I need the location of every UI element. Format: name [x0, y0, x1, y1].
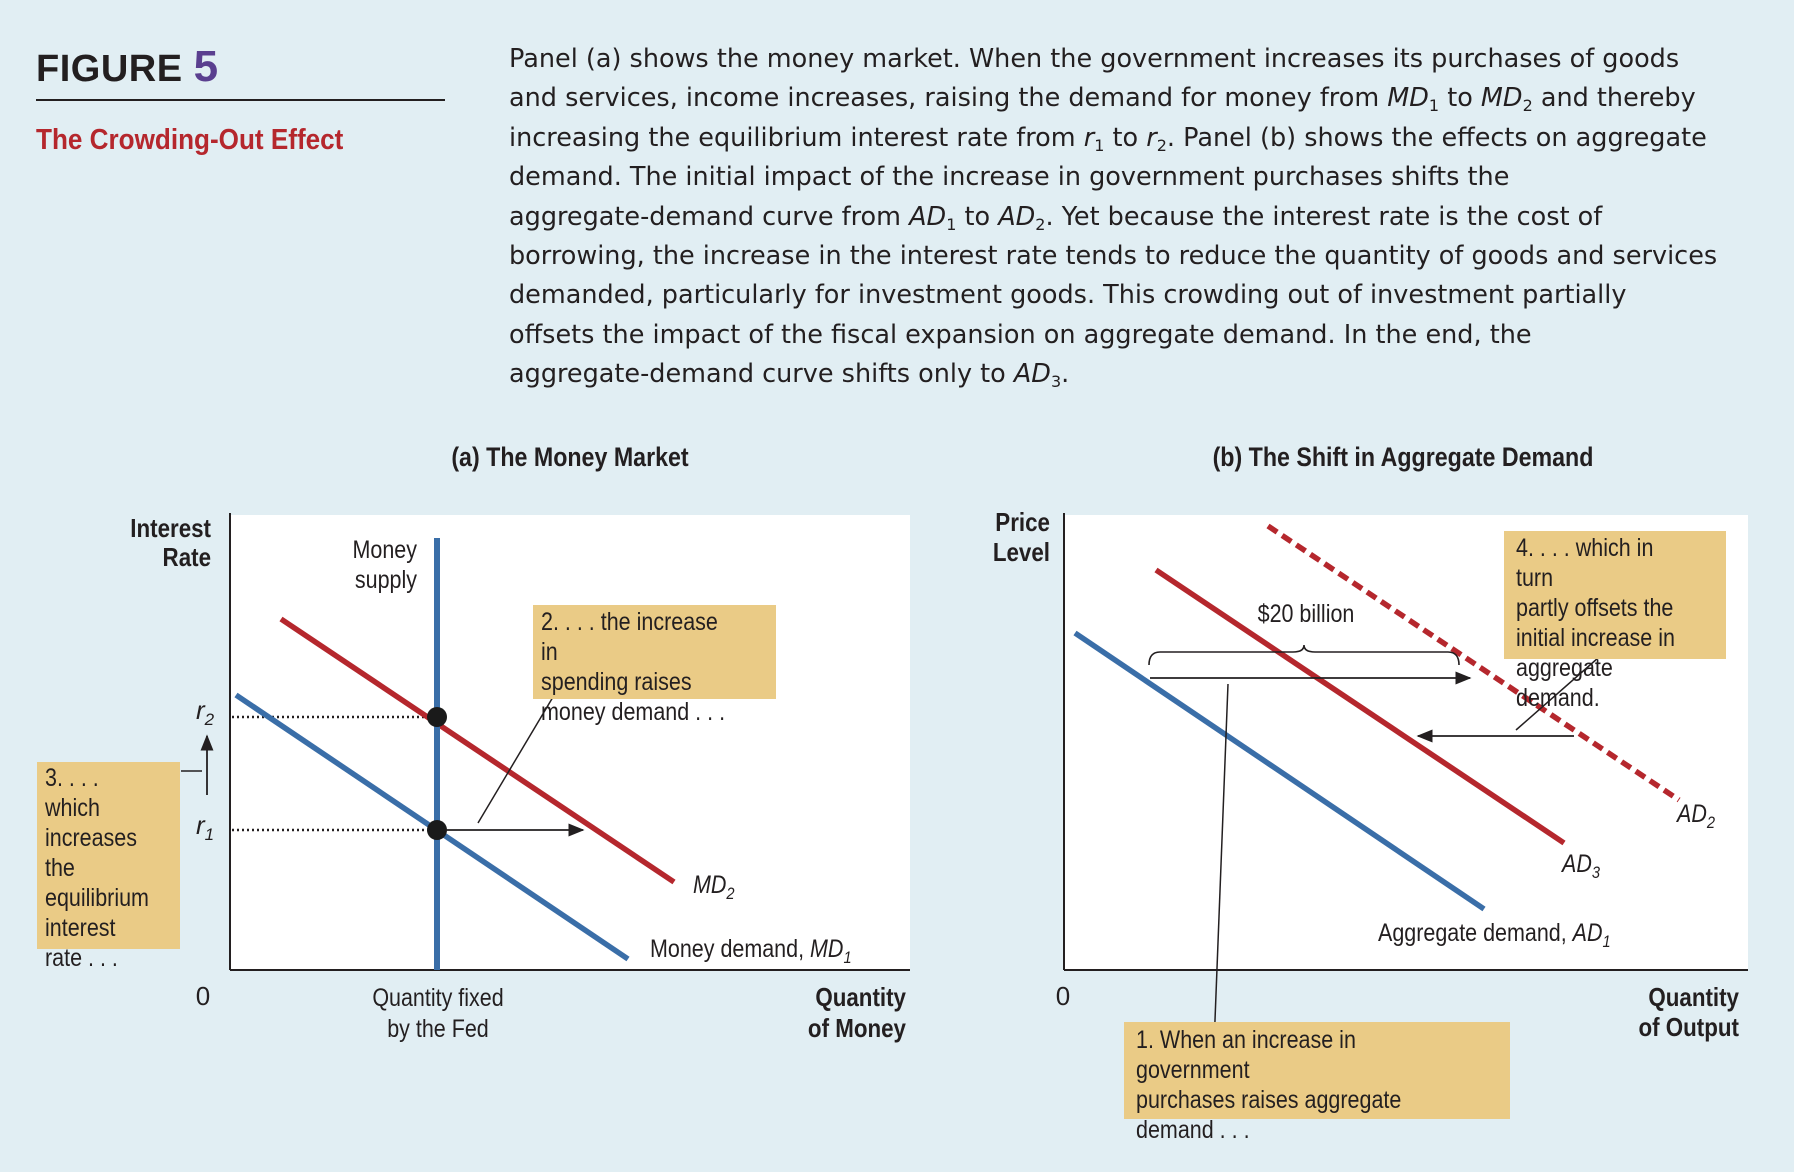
- note-4-box: 4. . . . which in turn partly offsets th…: [1504, 531, 1726, 712]
- caption-text: demanded, particularly for investment go…: [509, 280, 1627, 311]
- panel-a-y-label-line1: Interest: [130, 514, 211, 543]
- caption-symbol: r: [1146, 122, 1157, 153]
- note-2-leader: [477, 696, 554, 824]
- caption-text: . Yet because the interest rate is the c…: [1045, 201, 1603, 232]
- caption-text: to: [956, 201, 999, 232]
- note-4-leader: [1515, 657, 1599, 731]
- note-1-leader: [1213, 683, 1229, 1047]
- caption-subscript: 2: [1035, 214, 1046, 234]
- ad2-curve: [1266, 523, 1681, 803]
- panel-a-x-label-line1: Quantity: [815, 983, 906, 1012]
- caption-symbol: r: [1083, 122, 1095, 153]
- caption-text: aggregate-demand curve shifts only to: [509, 359, 1014, 390]
- figure-number: 5: [193, 42, 219, 91]
- caption-subscript: 2: [1156, 135, 1167, 155]
- brace-label: $20 billion: [1258, 599, 1355, 627]
- panel-b-x-label-line2: of Output: [1638, 1013, 1739, 1042]
- caption-line: Panel (a) shows the money market. When t…: [509, 40, 1779, 79]
- brace-bracket: [1148, 644, 1460, 666]
- ad1-curve: [1073, 630, 1486, 912]
- panel-b-y-label-line2: Level: [993, 538, 1050, 567]
- money-supply-label-line2: supply: [355, 565, 417, 593]
- caption-text: and thereby: [1532, 83, 1696, 114]
- caption-subscript: 3: [1050, 372, 1062, 392]
- caption-text: increasing the equilibrium interest rate…: [509, 122, 1084, 153]
- panel-b-y-label-line1: Price: [995, 508, 1050, 537]
- figure-label-text: FIGURE: [36, 48, 183, 90]
- ad3-curve: [1154, 567, 1566, 846]
- panel-a-y-label-line2: Rate: [163, 543, 211, 572]
- ad2-label: AD2: [1675, 799, 1715, 832]
- note-4-text: 4. . . . which in turn partly offsets th…: [1516, 534, 1675, 712]
- md2-label: MD2: [693, 870, 735, 903]
- caption-symbol: MD: [1480, 83, 1523, 114]
- caption-symbol: AD: [909, 201, 947, 232]
- r1-label: r1: [196, 810, 214, 844]
- panel-b-title: (b) The Shift in Aggregate Demand: [1213, 442, 1594, 472]
- figure-subtitle: The Crowding-Out Effect: [36, 124, 344, 156]
- panel-b-origin: 0: [1056, 981, 1070, 1011]
- caption-symbol: AD: [998, 201, 1036, 232]
- caption-text: to: [1439, 83, 1481, 114]
- caption-line: demand. The initial impact of the increa…: [509, 158, 1779, 197]
- panel-b-x-label-line1: Quantity: [1648, 983, 1739, 1012]
- caption-symbol: MD: [1387, 83, 1429, 114]
- caption-line: and services, income increases, raising …: [509, 79, 1779, 118]
- caption-line: aggregate-demand curve from AD1 to AD2. …: [509, 198, 1779, 237]
- caption-text: borrowing, the increase in the interest …: [509, 241, 1718, 272]
- caption-text: and services, income increases, raising …: [509, 83, 1388, 114]
- r2-label: r2: [196, 695, 215, 729]
- caption-subscript: 1: [1428, 96, 1440, 116]
- caption-subscript: 2: [1522, 96, 1533, 116]
- equilibrium-point-r2: [427, 707, 447, 727]
- caption-text: aggregate-demand curve from: [509, 201, 910, 232]
- note-1-box: 1. When an increase in government purcha…: [1124, 1022, 1510, 1144]
- figure-label: FIGURE 5: [36, 42, 219, 92]
- caption-text: .: [1061, 359, 1070, 390]
- caption-text: Panel (a) shows the money market. When t…: [509, 44, 1680, 74]
- ad3-label: AD3: [1560, 849, 1600, 882]
- caption-text: demand. The initial impact of the increa…: [509, 162, 1510, 193]
- caption-line: aggregate-demand curve shifts only to AD…: [509, 355, 1779, 394]
- caption-text: . Panel (b) shows the effects on aggrega…: [1166, 122, 1707, 153]
- qty-fixed-label-line1: Quantity fixed: [372, 983, 503, 1011]
- money-supply-label-line1: Money: [353, 535, 418, 563]
- header-divider: [36, 99, 445, 101]
- caption-symbol: AD: [1013, 359, 1051, 390]
- caption-subscript: 1: [1094, 135, 1105, 155]
- caption-text: to: [1104, 122, 1147, 153]
- caption-text: offsets the impact of the fiscal expansi…: [509, 319, 1532, 350]
- md2-curve: [279, 616, 676, 885]
- qty-fixed-label-line2: by the Fed: [387, 1014, 489, 1042]
- caption-subscript: 1: [946, 214, 957, 234]
- caption-line: offsets the impact of the fiscal expansi…: [509, 316, 1779, 355]
- caption-line: borrowing, the increase in the interest …: [509, 237, 1779, 276]
- note-1-text: 1. When an increase in government purcha…: [1136, 1026, 1402, 1144]
- note-3-text: 3. . . . which increases the equilibrium…: [45, 764, 149, 972]
- figure-caption: Panel (a) shows the money market. When t…: [509, 40, 1779, 395]
- md1-label: Money demand, MD1: [650, 934, 852, 967]
- ad1-label: Aggregate demand, AD1: [1378, 918, 1611, 951]
- panel-a-origin: 0: [196, 981, 210, 1011]
- equilibrium-point-r1: [427, 820, 447, 840]
- note-2-text: 2. . . . the increase in spending raises…: [541, 608, 726, 726]
- panel-a-title: (a) The Money Market: [451, 442, 689, 472]
- panel-a-x-label-line2: of Money: [808, 1014, 907, 1043]
- caption-line: demanded, particularly for investment go…: [509, 276, 1779, 315]
- panel-a-plot-area: [230, 515, 910, 970]
- caption-line: increasing the equilibrium interest rate…: [509, 119, 1779, 158]
- note-2-box: 2. . . . the increase in spending raises…: [533, 605, 776, 726]
- note-3-box: 3. . . . which increases the equilibrium…: [37, 762, 180, 972]
